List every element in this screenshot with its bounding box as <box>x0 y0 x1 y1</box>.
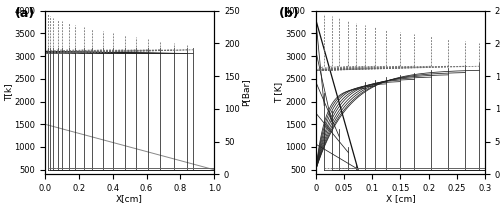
X-axis label: X [cm]: X [cm] <box>386 194 416 203</box>
Y-axis label: T [K]: T [K] <box>274 82 283 103</box>
Y-axis label: P[Bar]: P[Bar] <box>241 79 250 106</box>
Text: (a): (a) <box>14 7 35 20</box>
Text: (b): (b) <box>278 7 299 20</box>
Y-axis label: T[k]: T[k] <box>4 84 13 101</box>
X-axis label: X[cm]: X[cm] <box>116 194 143 203</box>
